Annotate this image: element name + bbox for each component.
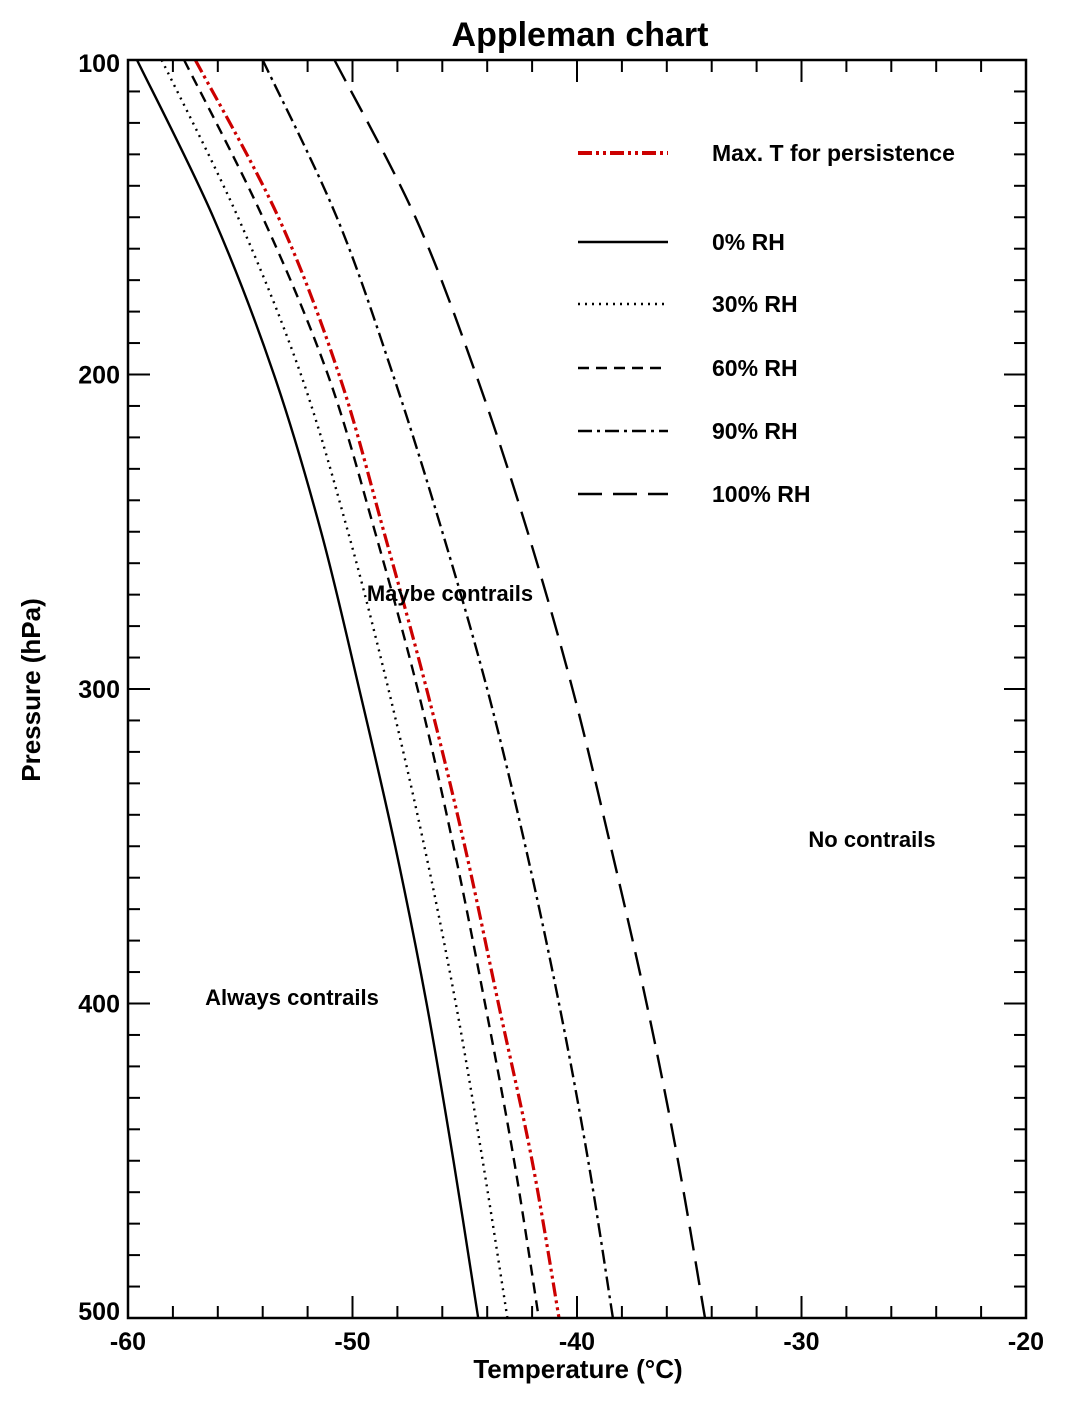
legend-label-2: 30% RH xyxy=(712,291,798,317)
x-axis-label: Temperature (°C) xyxy=(473,1354,682,1384)
x-tick-label: -50 xyxy=(334,1328,370,1356)
x-tick-label: -30 xyxy=(783,1328,819,1356)
series-line-0 xyxy=(193,59,561,1319)
y-tick-label: 200 xyxy=(78,362,120,390)
tick-labels-layer: -60 -50 -40 -30 -20 100 200 300 400 500 xyxy=(78,50,1044,1356)
annotation-no-contrails: No contrails xyxy=(808,827,935,852)
x-tick-label: -20 xyxy=(1008,1328,1044,1356)
legend-label-5: 100% RH xyxy=(712,481,810,507)
y-tick-label: 500 xyxy=(78,1298,120,1326)
series-line-3 xyxy=(183,59,540,1319)
legend-label-0: Max. T for persistence xyxy=(712,140,955,166)
annotation-always-contrails: Always contrails xyxy=(205,985,379,1010)
legend: Max. T for persistence 0% RH 30% RH 60% RH 9… xyxy=(578,140,955,507)
y-tick-label: 100 xyxy=(78,50,120,78)
ticks-layer xyxy=(127,59,1027,1319)
x-tick-label: -60 xyxy=(110,1328,146,1356)
annotation-maybe-contrails: Maybe contrails xyxy=(367,581,533,606)
legend-label-1: 0% RH xyxy=(712,229,785,255)
y-tick-label: 300 xyxy=(78,676,120,704)
plot-frame xyxy=(126,58,1028,1320)
legend-label-3: 60% RH xyxy=(712,355,798,381)
series-line-2 xyxy=(160,59,509,1319)
series-line-1 xyxy=(135,59,480,1319)
y-tick-label: 400 xyxy=(78,991,120,1019)
x-tick-label: -40 xyxy=(559,1328,595,1356)
chart-title: Appleman chart xyxy=(452,16,709,54)
y-axis-label: Pressure (hPa) xyxy=(16,598,46,782)
curves-layer xyxy=(135,59,707,1319)
series-line-5 xyxy=(333,59,707,1319)
legend-label-4: 90% RH xyxy=(712,418,798,444)
series-line-4 xyxy=(261,59,615,1319)
